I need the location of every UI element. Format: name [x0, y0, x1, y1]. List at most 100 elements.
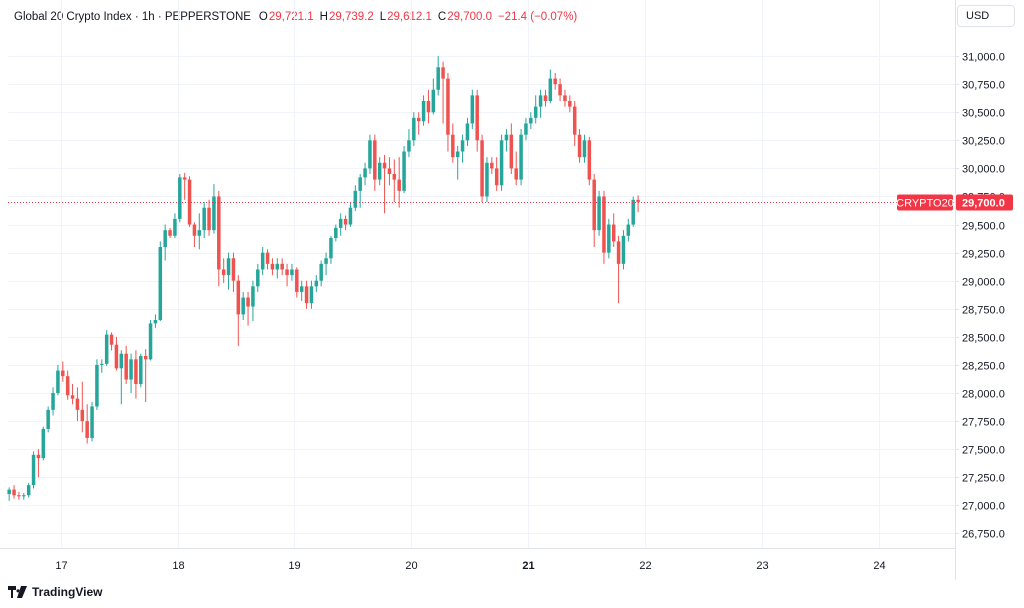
- candle-body: [529, 117, 533, 124]
- candle-body: [36, 454, 41, 459]
- candle-body: [402, 151, 406, 191]
- candle-body: [397, 179, 401, 191]
- candle-up: [529, 112, 533, 130]
- candle-body: [338, 218, 343, 228]
- candle-down: [441, 61, 445, 124]
- candle-up: [519, 129, 523, 186]
- candle-body: [56, 370, 60, 394]
- candle-body: [343, 218, 348, 225]
- candle-down: [114, 336, 119, 371]
- ticker-badge: [897, 194, 953, 211]
- candle-body: [31, 454, 36, 486]
- candle-body: [538, 95, 543, 107]
- chart-legend: Global 20 Crypto Index · 1h · PEPPERSTON…: [14, 9, 583, 25]
- candle-body: [70, 395, 75, 399]
- grid-lines: [8, 0, 955, 548]
- candle-body: [119, 353, 124, 369]
- tradingview-logo[interactable]: TradingView: [8, 584, 102, 600]
- candle-up: [46, 406, 50, 433]
- candle-body: [290, 269, 294, 276]
- candle-body: [22, 495, 26, 497]
- candle-body: [80, 409, 85, 422]
- candle-up: [212, 184, 216, 234]
- candle-body: [178, 177, 182, 219]
- candle-body: [553, 78, 557, 85]
- candle-body: [616, 241, 621, 264]
- candle-up: [51, 387, 55, 416]
- candle-body: [548, 78, 553, 102]
- price-tick-label: 27,750.0: [962, 417, 1005, 429]
- candle-down: [70, 384, 75, 405]
- candle-body: [182, 177, 187, 180]
- candle-body: [314, 280, 319, 287]
- candle-up: [90, 401, 94, 442]
- low-label: L: [379, 11, 387, 23]
- price-axis[interactable]: 26,750.0 27,000.0 27,250.0 27,500.0 27,750.0…: [955, 0, 1005, 580]
- candle-body: [558, 84, 562, 96]
- candle-body: [387, 168, 392, 175]
- candle-body: [124, 353, 128, 380]
- price-tick-label: 29,250.0: [962, 249, 1005, 261]
- candle-body: [221, 269, 226, 276]
- price-tick-label: 30,250.0: [962, 136, 1005, 148]
- candle-body: [329, 238, 333, 259]
- candle-up: [485, 157, 489, 203]
- candle-up: [431, 78, 436, 115]
- candlestick-chart[interactable]: 26,750.0 27,000.0 27,250.0 27,500.0 27,750.0…: [0, 0, 1024, 580]
- candle-up: [470, 89, 475, 130]
- candle-up: [631, 196, 635, 227]
- price-tick-label: 27,000.0: [962, 501, 1005, 513]
- candle-down: [295, 267, 299, 298]
- candle-body: [153, 320, 158, 324]
- candle-up: [338, 213, 343, 236]
- candle-up: [148, 320, 153, 361]
- candle-down: [207, 199, 211, 236]
- candle-up: [548, 69, 553, 104]
- candle-down: [85, 404, 89, 444]
- candle-body: [202, 207, 206, 231]
- candle-body: [416, 117, 421, 122]
- candle-body: [197, 230, 202, 236]
- candle-body: [382, 162, 387, 169]
- candle-down: [75, 387, 80, 422]
- candle-down: [182, 172, 187, 200]
- candle-down: [494, 157, 499, 191]
- candle-down: [246, 291, 250, 326]
- candle-body: [231, 258, 236, 281]
- candle-body: [241, 297, 245, 315]
- candle-up: [100, 359, 104, 373]
- candle-up: [460, 134, 465, 163]
- candle-down: [12, 485, 16, 499]
- candle-down: [221, 258, 226, 283]
- price-badges: CRYPTO20 29,700.0: [896, 194, 1013, 211]
- candle-down: [387, 157, 392, 186]
- candle-body: [465, 123, 470, 141]
- candle-up: [41, 426, 46, 461]
- candle-down: [446, 72, 450, 152]
- candle-down: [65, 370, 70, 400]
- candle-up: [31, 451, 36, 489]
- candle-body: [17, 495, 21, 497]
- candle-body: [163, 230, 167, 248]
- candle-up: [26, 482, 31, 498]
- price-tick-label: 27,250.0: [962, 473, 1005, 485]
- price-tick-label: 29,500.0: [962, 221, 1005, 233]
- candle-up: [334, 224, 338, 242]
- candle-body: [299, 286, 304, 292]
- currency-selector-button[interactable]: USD: [957, 5, 1015, 27]
- candle-body: [490, 162, 494, 169]
- candle-up: [324, 252, 328, 276]
- candle-body: [441, 67, 445, 79]
- candle-up: [504, 129, 509, 152]
- candle-body: [392, 174, 397, 180]
- candle-up: [621, 230, 626, 270]
- candle-up: [407, 129, 411, 158]
- candle-up: [56, 364, 60, 396]
- candle-body: [480, 140, 484, 197]
- candle-up: [226, 252, 231, 290]
- time-axis[interactable]: 17 18 19 20 21 22 23 24: [0, 548, 955, 573]
- candle-up: [582, 134, 587, 163]
- price-tick-label: 27,500.0: [962, 445, 1005, 457]
- candle-down: [509, 123, 514, 175]
- candle-down: [285, 263, 289, 287]
